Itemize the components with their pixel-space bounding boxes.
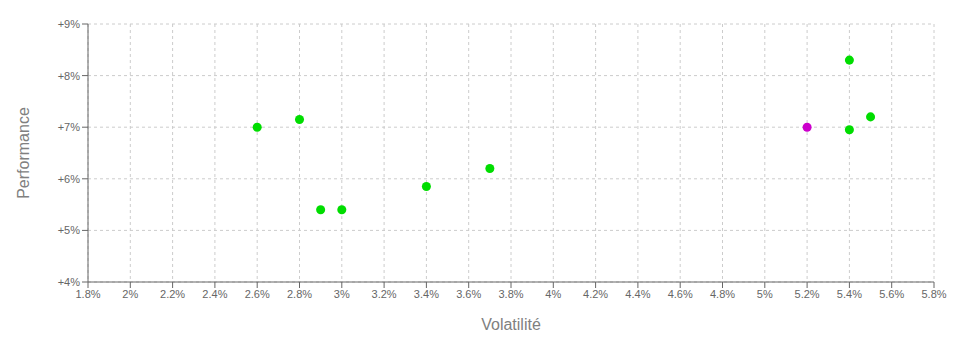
svg-text:1.8%: 1.8% xyxy=(75,288,100,300)
svg-text:2.6%: 2.6% xyxy=(245,288,270,300)
svg-text:+7%: +7% xyxy=(58,121,81,133)
svg-text:Volatilité: Volatilité xyxy=(481,316,541,333)
svg-text:5%: 5% xyxy=(757,288,773,300)
svg-text:4.6%: 4.6% xyxy=(668,288,693,300)
svg-text:5.2%: 5.2% xyxy=(795,288,820,300)
svg-text:2.8%: 2.8% xyxy=(287,288,312,300)
svg-text:3%: 3% xyxy=(334,288,350,300)
svg-text:5.6%: 5.6% xyxy=(879,288,904,300)
svg-text:3.2%: 3.2% xyxy=(372,288,397,300)
svg-text:4%: 4% xyxy=(545,288,561,300)
svg-text:5.8%: 5.8% xyxy=(921,288,946,300)
svg-text:4.2%: 4.2% xyxy=(583,288,608,300)
svg-text:4.8%: 4.8% xyxy=(710,288,735,300)
svg-text:Performance: Performance xyxy=(15,107,32,199)
svg-text:+5%: +5% xyxy=(58,224,81,236)
svg-text:2.2%: 2.2% xyxy=(160,288,185,300)
svg-text:+9%: +9% xyxy=(58,18,81,30)
svg-text:2%: 2% xyxy=(122,288,138,300)
svg-text:+6%: +6% xyxy=(58,173,81,185)
svg-text:5.4%: 5.4% xyxy=(837,288,862,300)
svg-text:3.6%: 3.6% xyxy=(456,288,481,300)
svg-text:4.4%: 4.4% xyxy=(625,288,650,300)
svg-text:3.8%: 3.8% xyxy=(498,288,523,300)
svg-text:3.4%: 3.4% xyxy=(414,288,439,300)
svg-text:2.4%: 2.4% xyxy=(202,288,227,300)
svg-text:+8%: +8% xyxy=(58,70,81,82)
svg-text:+4%: +4% xyxy=(58,276,81,288)
